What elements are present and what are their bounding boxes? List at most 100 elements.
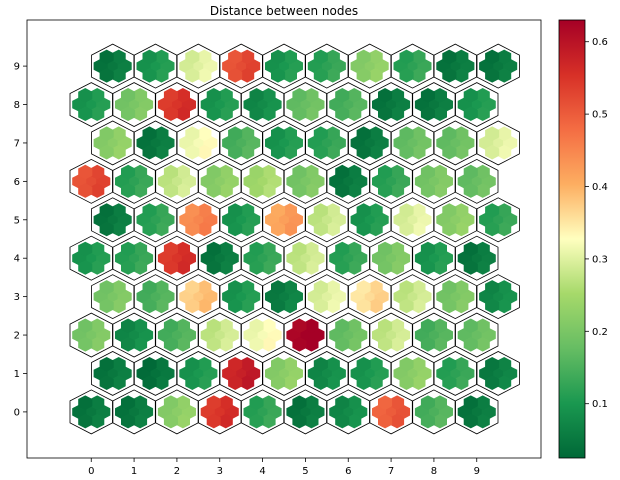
hex-cell-fill <box>99 357 114 372</box>
hex-cell-fill <box>185 144 200 160</box>
hex-cell-fill <box>175 88 190 103</box>
hex-cell-fill <box>185 375 200 390</box>
hex-cell-fill <box>420 183 435 198</box>
hex-cell-fill <box>292 413 307 429</box>
hex-cell-fill <box>121 395 136 410</box>
hex-cell-fill <box>304 241 319 257</box>
hex-cell-fill <box>206 164 221 180</box>
hex-cell-fill <box>390 164 405 180</box>
hex-cell-fill <box>163 164 178 180</box>
hex-cell-fill <box>142 357 157 372</box>
hex-cell-fill <box>497 357 512 372</box>
hex-cell-fill <box>432 318 447 334</box>
hex-cell-fill <box>206 241 221 257</box>
hex-cell-fill <box>378 395 393 410</box>
hex-cell-fill <box>261 318 276 334</box>
hex-cell-fill <box>313 49 328 65</box>
hex-cell-fill <box>378 164 393 180</box>
hex-cell-fill <box>154 357 169 372</box>
hex-cell-fill <box>335 183 350 198</box>
hex-cell-fill <box>163 337 178 352</box>
hex-node <box>176 120 220 166</box>
hex-cell-fill <box>454 280 469 295</box>
hex-cell-fill <box>347 337 362 352</box>
colorbar-tick-label: 0.2 <box>592 327 608 338</box>
hex-node <box>369 158 413 204</box>
hex-cell-fill <box>206 395 221 410</box>
hex-cell-fill <box>185 298 200 314</box>
hex-cell-fill <box>240 49 255 65</box>
hex-cell-fill <box>463 164 478 180</box>
hex-cell-fill <box>411 203 426 218</box>
hex-cell-fill <box>99 221 114 237</box>
chart-title: Distance between nodes <box>210 4 358 18</box>
hex-cell-fill <box>497 375 512 390</box>
hex-outlines <box>69 43 520 435</box>
hex-cell-fill <box>142 144 157 160</box>
hex-cell-fill <box>335 88 350 103</box>
hex-node <box>176 274 220 320</box>
hex-cell-fill <box>485 126 500 141</box>
colorbar-tick-label: 0.3 <box>592 254 608 265</box>
hex-cell-fill <box>432 260 447 275</box>
hex-cell-fill <box>142 375 157 390</box>
hex-cell-fill <box>271 203 286 218</box>
hex-cell-fill <box>420 395 435 410</box>
hex-cell-fill <box>154 68 169 83</box>
hex-cell-fill <box>399 144 414 160</box>
hex-cell-fill <box>304 395 319 410</box>
hex-cell-fill <box>325 126 340 141</box>
hex-node <box>176 197 220 243</box>
hex-cell-fill <box>261 183 276 198</box>
hex-cell-fill <box>463 413 478 429</box>
hex-cell-fill <box>261 106 276 121</box>
hex-cell-fill <box>249 88 264 103</box>
hex-cell-fill <box>432 337 447 352</box>
hex-cell-fill <box>133 106 148 121</box>
hex-cell-fill <box>121 337 136 352</box>
hex-cell-fill <box>185 221 200 237</box>
hex-cell-fill <box>197 280 212 295</box>
hex-node <box>305 120 349 166</box>
hex-cell-fill <box>313 203 328 218</box>
hex-cell-fill <box>175 260 190 275</box>
x-tick-label: 9 <box>474 466 480 477</box>
hex-cell-fill <box>378 318 393 334</box>
hex-cell-fill <box>432 395 447 410</box>
hex-cell-fill <box>197 49 212 65</box>
hex-cell-fill <box>282 203 297 218</box>
hex-cell-fill <box>271 280 286 295</box>
y-tick-label: 9 <box>14 62 20 73</box>
y-tick-label: 0 <box>14 407 20 418</box>
hex-cell-fill <box>463 260 478 275</box>
x-tick-label: 0 <box>88 466 94 477</box>
hex-cell-fill <box>335 106 350 121</box>
hex-cell-fill <box>313 221 328 237</box>
hex-cell-fill <box>133 88 148 103</box>
hex-node <box>91 351 135 396</box>
hex-cell-fill <box>411 221 426 237</box>
hex-cell-fill <box>163 183 178 198</box>
hex-cell-fill <box>463 318 478 334</box>
hex-cell-fill <box>90 106 105 121</box>
hex-cell-fill <box>271 68 286 83</box>
hex-cell-fill <box>90 164 105 180</box>
hex-node <box>369 82 413 127</box>
hex-cell-fill <box>142 126 157 141</box>
hex-cell-fill <box>411 280 426 295</box>
hex-cell-fill <box>390 318 405 334</box>
hex-cell-fill <box>335 318 350 334</box>
hex-cell-fill <box>390 413 405 429</box>
hex-cell-fill <box>228 375 243 390</box>
y-tick-label: 7 <box>14 138 20 149</box>
hex-cell-fill <box>240 298 255 314</box>
hex-node <box>305 351 349 396</box>
hex-cell-fill <box>228 68 243 83</box>
hex-cell-fill <box>111 126 126 141</box>
hex-cell-fill <box>442 49 457 65</box>
hex-cell-fill <box>154 298 169 314</box>
hex-cell-fill <box>378 106 393 121</box>
colorbar-tick-label: 0.1 <box>592 399 608 410</box>
hex-cell-fill <box>420 106 435 121</box>
hex-cell-fill <box>356 126 371 141</box>
